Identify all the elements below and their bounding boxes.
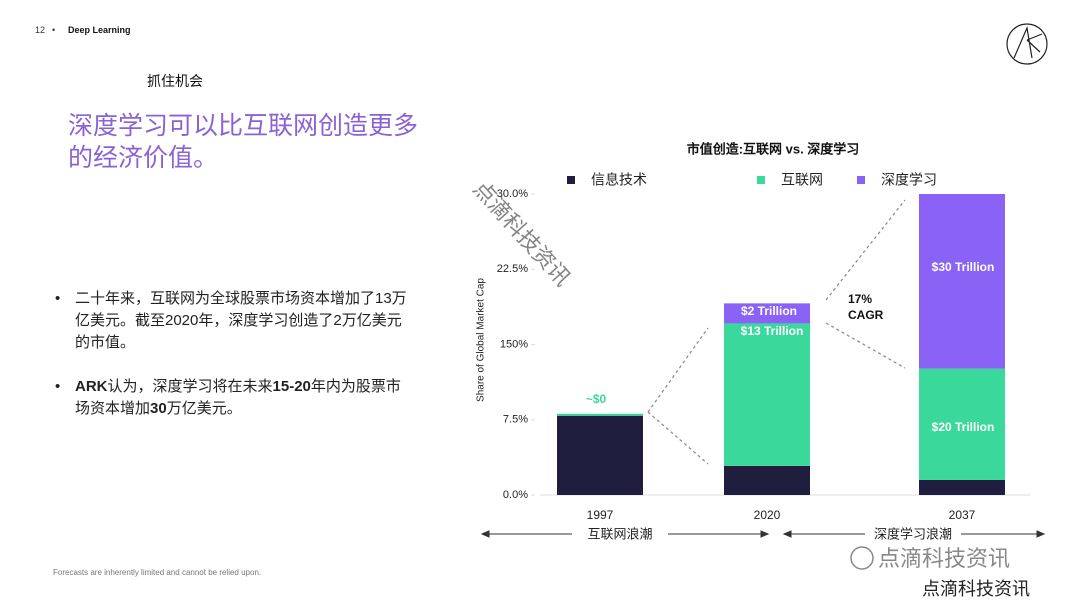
y-tick-label: 150% <box>500 338 528 350</box>
legend-swatch <box>857 176 865 184</box>
wave-label: 互联网浪潮 <box>587 526 652 541</box>
bullet: • 二十年来，互联网为全球股票市场资本增加了13万亿美元。截至2020年，深度学习… <box>55 288 415 354</box>
bar-segment <box>724 465 810 495</box>
logo <box>1006 23 1048 65</box>
bullet-text: 15-20 <box>272 378 311 395</box>
bullet-text: 年内为股票市场资本增加 <box>75 378 401 417</box>
section: Deep Learning <box>68 25 131 35</box>
watermark: 点滴科技资讯 <box>922 579 1030 599</box>
dot: • <box>52 25 56 35</box>
legend-label: 深度学习 <box>881 172 937 188</box>
bullet-text: 30 <box>150 400 167 417</box>
segment-label: $13 Trillion <box>741 324 804 338</box>
y-tick-label: 0.0% <box>503 489 528 501</box>
wave-bg <box>572 524 668 544</box>
bullet-text: 二十年来，互联网为全球股票市场资本增加了13万亿美元。截至2020年，深度学习创… <box>75 290 407 351</box>
y-tick-label: 30.0% <box>497 188 528 200</box>
legend-swatch <box>757 176 765 184</box>
cagr-label: CAGR <box>848 308 884 322</box>
bar-segment <box>919 194 1005 369</box>
legend-label: 互联网 <box>781 172 823 188</box>
bullet-dot: • <box>55 290 61 307</box>
legend-label: 信息技术 <box>591 172 647 188</box>
y-tick-label: 22.5% <box>497 263 528 275</box>
wave-label: 深度学习浪潮 <box>874 526 952 541</box>
x-tick-label: 1997 <box>587 508 614 522</box>
segment-label: $20 Trillion <box>932 420 995 434</box>
page-number: 12 <box>35 25 46 35</box>
wechat-icon <box>850 546 874 570</box>
headline: 深度学习可以比互联网创造更多的经济价值。 <box>68 112 419 172</box>
segment-label: $2 Trillion <box>741 304 797 318</box>
segment-label: ~$0 <box>586 392 607 406</box>
legend-swatch <box>567 176 575 184</box>
segment-label: $30 Trillion <box>932 260 995 274</box>
watermark: 点滴科技资讯 <box>878 546 1010 571</box>
bar-segment <box>919 479 1005 495</box>
x-tick-label: 2020 <box>754 508 781 522</box>
bullet-text: 认为，深度学习将在未来 <box>107 378 273 395</box>
bar-segment <box>919 368 1005 480</box>
wave-bg <box>865 524 961 544</box>
connectors <box>647 199 906 465</box>
bullet-text: ARK <box>75 378 108 395</box>
footnote: Forecasts are inherently limited and can… <box>53 568 262 577</box>
bullets: • 二十年来，互联网为全球股票市场资本增加了13万亿美元。截至2020年，深度学习… <box>55 288 415 442</box>
y-axis-label: Share of Global Market Cap <box>476 278 487 402</box>
cagr-label: 17% <box>848 292 872 306</box>
bar-segment <box>724 303 810 324</box>
bar-segment <box>557 415 643 495</box>
x-tick-label: 2037 <box>949 508 976 522</box>
kicker: 抓住机会 <box>147 73 203 89</box>
bar-segment <box>724 323 810 466</box>
bullet: • ARK认为，深度学习将在未来15-20年内为股票市场资本增加30万亿美元。 <box>55 376 415 420</box>
bullet-text: 万亿美元。 <box>166 400 242 417</box>
bullet-dot: • <box>55 378 61 395</box>
y-tick-label: 7.5% <box>503 414 528 426</box>
logo-mark <box>1013 25 1043 59</box>
chart-title: 市值创造:互联网 vs. 深度学习 <box>687 141 860 156</box>
bar-segment <box>557 413 643 416</box>
